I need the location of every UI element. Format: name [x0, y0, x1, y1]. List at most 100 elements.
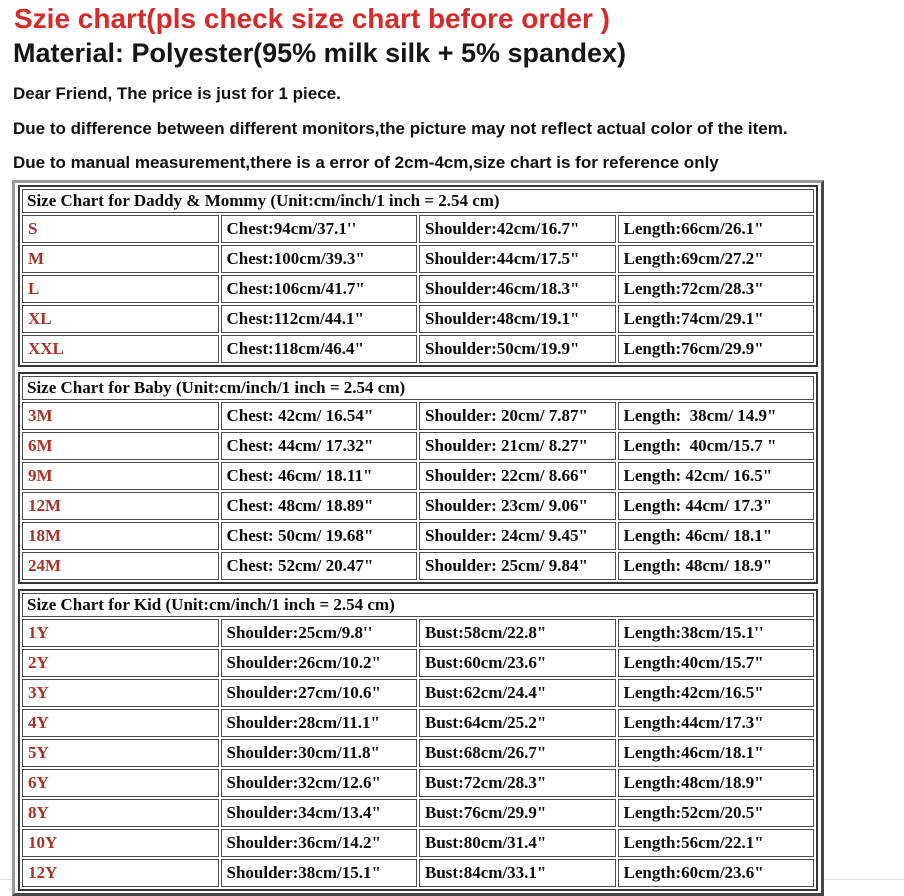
size-label-cell: 24M	[22, 552, 219, 580]
table-title: Size Chart for Daddy & Mommy (Unit:cm/in…	[22, 189, 814, 213]
measurement-cell: Bust:68cm/26.7"	[419, 739, 616, 767]
table-header-row: Size Chart for Baby (Unit:cm/inch/1 inch…	[22, 376, 814, 400]
size-row: 12M Chest: 48cm/ 18.89" Shoulder: 23cm/ 9.…	[22, 492, 814, 520]
measurement-cell: Length:38cm/15.1''	[617, 619, 814, 647]
size-row: L Chest:106cm/41.7" Shoulder:46cm/18.3" Len…	[22, 275, 814, 303]
size-label-cell: XXL	[22, 335, 219, 363]
size-row: 18M Chest: 50cm/ 19.68" Shoulder: 24cm/ 9.…	[22, 522, 814, 550]
measurement-cell: Chest:106cm/41.7"	[220, 275, 417, 303]
measurement-cell: Chest:118cm/46.4"	[220, 335, 417, 363]
measurement-cell: Length: 42cm/ 16.5"	[617, 462, 814, 490]
size-row: XL Chest:112cm/44.1" Shoulder:48cm/19.1" Le…	[22, 305, 814, 333]
table-header-row: Size Chart for Daddy & Mommy (Unit:cm/in…	[22, 189, 814, 213]
size-label-cell: 6Y	[22, 769, 219, 797]
size-row: 3M Chest: 42cm/ 16.54" Shoulder: 20cm/ 7.8…	[22, 402, 814, 430]
measurement-cell: Chest: 42cm/ 16.54"	[220, 402, 417, 430]
measurement-cell: Shoulder:27cm/10.6"	[220, 679, 417, 707]
size-label-cell: XL	[22, 305, 219, 333]
measurement-cell: Shoulder: 21cm/ 8.27"	[419, 432, 616, 460]
measurement-cell: Shoulder:46cm/18.3"	[419, 275, 616, 303]
size-row: 1Y Shoulder:25cm/9.8'' Bust:58cm/22.8" Leng…	[22, 619, 814, 647]
measurement-cell: Length:72cm/28.3"	[617, 275, 814, 303]
note-measurement-error: Due to manual measurement,there is a err…	[13, 153, 719, 172]
size-label-cell: 1Y	[22, 619, 219, 647]
size-label-cell: 5Y	[22, 739, 219, 767]
measurement-cell: Length: 48cm/ 18.9"	[617, 552, 814, 580]
measurement-cell: Length: 46cm/ 18.1"	[617, 522, 814, 550]
size-label-cell: 2Y	[22, 649, 219, 677]
measurement-cell: Shoulder:28cm/11.1"	[220, 709, 417, 737]
size-row: 3Y Shoulder:27cm/10.6" Bust:62cm/24.4" Leng…	[22, 679, 814, 707]
measurement-cell: Shoulder:32cm/12.6"	[220, 769, 417, 797]
size-label-cell: S	[22, 215, 219, 243]
size-label-cell: 10Y	[22, 829, 219, 857]
measurement-cell: Bust:58cm/22.8"	[419, 619, 616, 647]
measurement-cell: Bust:84cm/33.1"	[419, 859, 616, 887]
measurement-cell: Length:74cm/29.1"	[617, 305, 814, 333]
measurement-cell: Shoulder:38cm/15.1"	[220, 859, 417, 887]
size-row: 6Y Shoulder:32cm/12.6" Bust:72cm/28.3" Leng…	[22, 769, 814, 797]
measurement-cell: Bust:64cm/25.2"	[419, 709, 616, 737]
note-price: Dear Friend, The price is just for 1 pie…	[13, 84, 341, 103]
measurement-cell: Shoulder:34cm/13.4"	[220, 799, 417, 827]
measurement-cell: Chest:112cm/44.1"	[220, 305, 417, 333]
measurement-cell: Chest: 48cm/ 18.89"	[220, 492, 417, 520]
measurement-cell: Length:46cm/18.1"	[617, 739, 814, 767]
size-label-cell: 12M	[22, 492, 219, 520]
measurement-cell: Chest:94cm/37.1''	[220, 215, 417, 243]
size-row: 10Y Shoulder:36cm/14.2" Bust:80cm/31.4" Len…	[22, 829, 814, 857]
measurement-cell: Length:56cm/22.1"	[617, 829, 814, 857]
size-row: 12Y Shoulder:38cm/15.1" Bust:84cm/33.1" Len…	[22, 859, 814, 887]
measurement-cell: Shoulder:48cm/19.1"	[419, 305, 616, 333]
measurement-cell: Chest: 50cm/ 19.68"	[220, 522, 417, 550]
measurement-cell: Length: 38cm/ 14.9"	[617, 402, 814, 430]
material-line: Material: Polyester(95% milk silk + 5% s…	[13, 38, 627, 68]
page-title: Szie chart(pls check size chart before o…	[14, 3, 610, 34]
size-chart-page: Szie chart(pls check size chart before o…	[0, 3, 904, 896]
measurement-cell: Length:69cm/27.2"	[617, 245, 814, 273]
size-label-cell: 12Y	[22, 859, 219, 887]
measurement-cell: Chest:100cm/39.3"	[220, 245, 417, 273]
measurement-cell: Shoulder: 23cm/ 9.06"	[419, 492, 616, 520]
size-table-kid: Size Chart for Kid (Unit:cm/inch/1 inch …	[18, 589, 818, 891]
note-monitor-color: Due to difference between different moni…	[13, 119, 788, 138]
measurement-cell: Length:60cm/23.6"	[617, 859, 814, 887]
measurement-cell: Bust:80cm/31.4"	[419, 829, 616, 857]
measurement-cell: Shoulder:30cm/11.8"	[220, 739, 417, 767]
measurement-cell: Bust:76cm/29.9"	[419, 799, 616, 827]
size-row: 6M Chest: 44cm/ 17.32" Shoulder: 21cm/ 8.2…	[22, 432, 814, 460]
measurement-cell: Shoulder: 20cm/ 7.87"	[419, 402, 616, 430]
measurement-cell: Bust:60cm/23.6"	[419, 649, 616, 677]
table-title: Size Chart for Kid (Unit:cm/inch/1 inch …	[22, 593, 814, 617]
size-row: 24M Chest: 52cm/ 20.47" Shoulder: 25cm/ 9.…	[22, 552, 814, 580]
size-label-cell: 8Y	[22, 799, 219, 827]
size-row: 2Y Shoulder:26cm/10.2" Bust:60cm/23.6" Leng…	[22, 649, 814, 677]
measurement-cell: Shoulder:26cm/10.2"	[220, 649, 417, 677]
measurement-cell: Chest: 52cm/ 20.47"	[220, 552, 417, 580]
size-label-cell: 6M	[22, 432, 219, 460]
size-label-cell: 3M	[22, 402, 219, 430]
measurement-cell: Shoulder:25cm/9.8''	[220, 619, 417, 647]
measurement-cell: Shoulder:50cm/19.9"	[419, 335, 616, 363]
size-tables-frame: Size Chart for Daddy & Mommy (Unit:cm/in…	[12, 180, 824, 896]
size-row: 8Y Shoulder:34cm/13.4" Bust:76cm/29.9" Leng…	[22, 799, 814, 827]
size-label-cell: 4Y	[22, 709, 219, 737]
measurement-cell: Shoulder:36cm/14.2"	[220, 829, 417, 857]
measurement-cell: Length:44cm/17.3"	[617, 709, 814, 737]
size-row: 9M Chest: 46cm/ 18.11" Shoulder: 22cm/ 8.6…	[22, 462, 814, 490]
size-label-cell: M	[22, 245, 219, 273]
measurement-cell: Bust:72cm/28.3"	[419, 769, 616, 797]
measurement-cell: Length:48cm/18.9"	[617, 769, 814, 797]
measurement-cell: Length: 40cm/15.7 "	[617, 432, 814, 460]
measurement-cell: Length:40cm/15.7"	[617, 649, 814, 677]
size-row: S Chest:94cm/37.1'' Shoulder:42cm/16.7" Len…	[22, 215, 814, 243]
measurement-cell: Length:66cm/26.1"	[617, 215, 814, 243]
measurement-cell: Shoulder:42cm/16.7"	[419, 215, 616, 243]
size-label-cell: 18M	[22, 522, 219, 550]
measurement-cell: Shoulder: 22cm/ 8.66"	[419, 462, 616, 490]
size-label-cell: L	[22, 275, 219, 303]
measurement-cell: Length:52cm/20.5"	[617, 799, 814, 827]
measurement-cell: Chest: 46cm/ 18.11"	[220, 462, 417, 490]
size-table-daddy-mommy: Size Chart for Daddy & Mommy (Unit:cm/in…	[18, 185, 818, 367]
size-table-baby: Size Chart for Baby (Unit:cm/inch/1 inch…	[18, 372, 818, 584]
